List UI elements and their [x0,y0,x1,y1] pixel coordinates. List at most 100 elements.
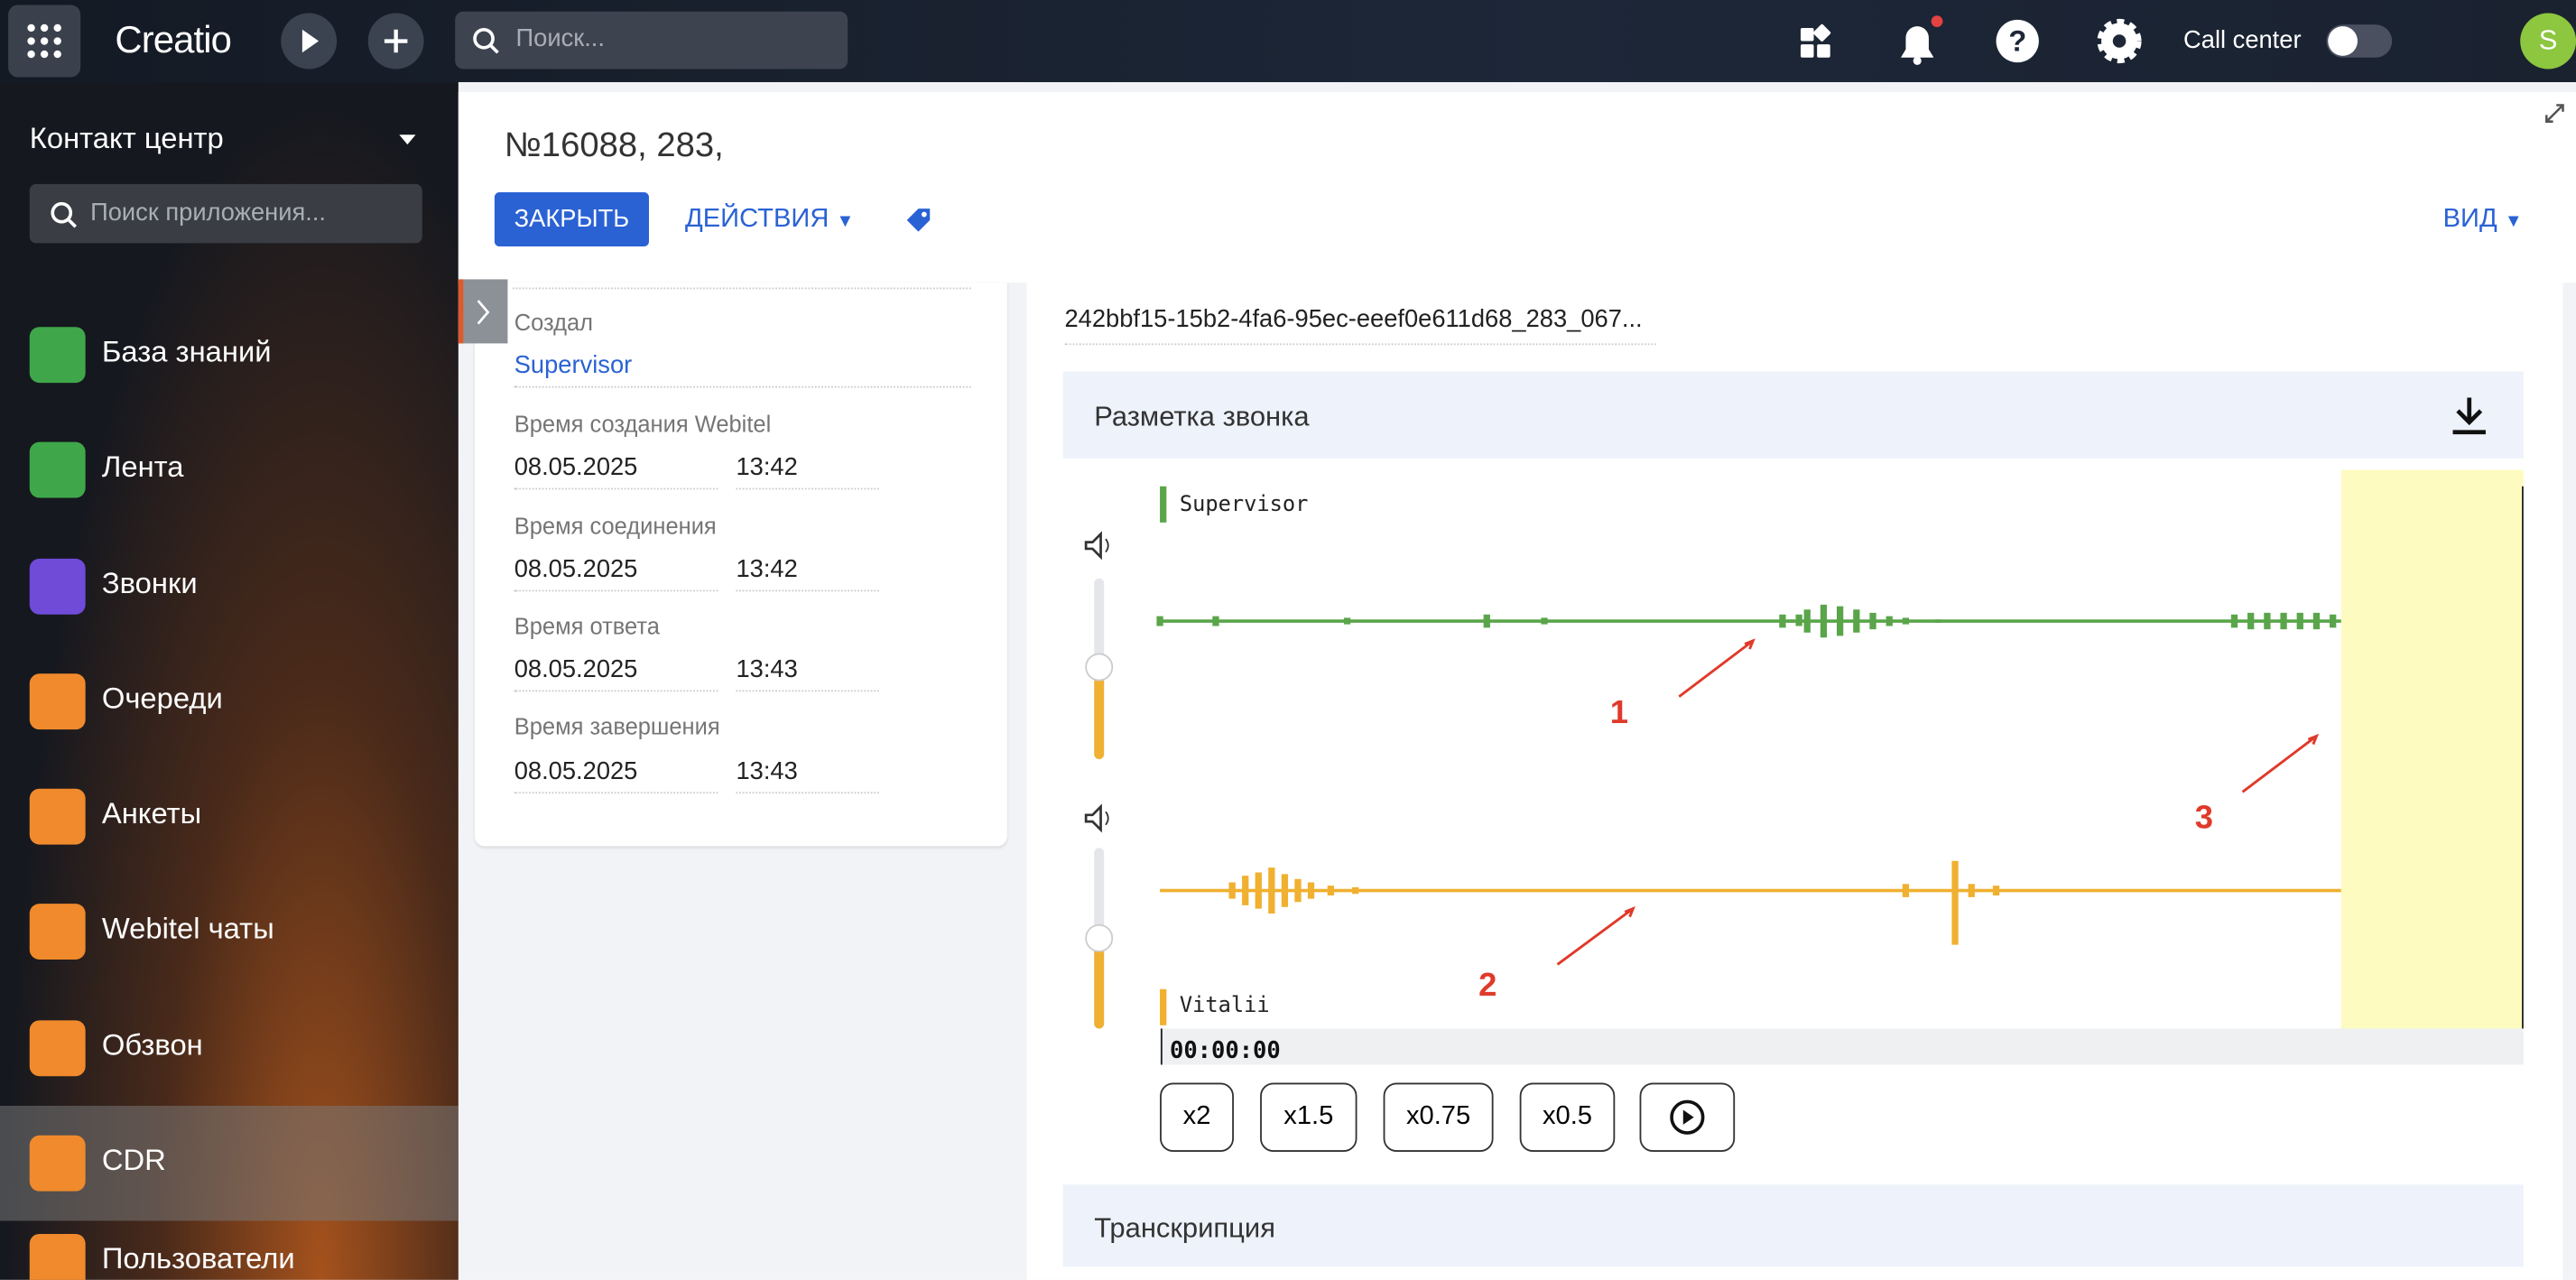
global-search[interactable]: Поиск... [455,11,848,70]
nav-item[interactable]: Звонки [0,529,459,644]
play-button[interactable] [1639,1082,1736,1152]
arrows [1556,638,2320,966]
nav-label: База знаний [101,335,272,368]
view-button[interactable]: ВИД ▼ [2443,206,2523,236]
nav-icon [29,441,86,498]
actions-label: ДЕЙСТВИЯ [685,205,829,234]
channel-marker [1160,988,1167,1025]
time-value[interactable]: 13:43 [736,651,879,692]
nav-item-active[interactable]: CDR [0,1105,459,1221]
nav-item[interactable]: Пользователи [0,1204,459,1280]
workspace-name[interactable]: Контакт центр [29,121,224,155]
grid-icon [27,23,61,59]
nav-icon [29,788,86,845]
nav-label: Обзвон [101,1028,203,1062]
waveform-peaks [1228,860,2000,945]
search-icon [51,201,78,228]
nav-label: Звонки [101,566,198,600]
nav-icon [29,1233,86,1280]
close-button[interactable]: ЗАКРЫТЬ [494,191,649,247]
annotation: 2 [1478,968,1497,1005]
waveform-player [1084,469,2524,1065]
tag-button[interactable] [902,204,934,237]
date-value[interactable]: 08.05.2025 [514,551,718,592]
nav-item[interactable]: Webitel чаты [0,874,459,988]
date-value[interactable]: 08.05.2025 [514,753,718,794]
view-label: ВИД [2442,205,2497,234]
nav-item[interactable]: База знаний [0,297,459,412]
apps-icon[interactable] [1800,23,1831,58]
nav-icon [29,1135,86,1192]
notifications-icon[interactable] [1900,15,1943,65]
nav-icon [29,904,86,960]
field-label: Создал [514,309,594,336]
actions-button[interactable]: ДЕЙСТВИЯ ▼ [685,206,854,236]
avatar[interactable]: S [2520,13,2576,70]
field-label: Время соединения [514,512,717,540]
nav-icon [29,673,86,730]
nav-icon [29,327,86,384]
markup-header [1062,371,2524,459]
nav-icon [29,1020,86,1077]
download-button[interactable] [2448,394,2490,437]
field-link[interactable]: Supervisor [514,347,971,388]
date-value[interactable]: 08.05.2025 [514,449,718,490]
nav-label: Пользователи [101,1242,295,1275]
field-label: Время ответа [514,612,660,640]
collapse-tab[interactable] [458,279,508,344]
field-label: Время завершения [514,712,720,740]
time-value[interactable]: 13:42 [736,551,879,592]
help-icon[interactable]: ? [1996,19,2039,63]
date-value[interactable]: 08.05.2025 [514,651,718,692]
annotation: 3 [2194,800,2214,837]
nav-item[interactable]: Лента [0,413,459,527]
timeline [1160,1028,2524,1065]
speed-button[interactable]: x0.75 [1383,1082,1494,1152]
timestamp: 00:00:00 [1169,1038,1281,1065]
nav-item[interactable]: Очереди [0,645,459,759]
caret: ▼ [836,211,855,232]
call-center-label: Call center [2183,26,2302,55]
toggle-knob [2328,26,2358,56]
nav-label: Очереди [101,682,223,715]
record-title: №16088, 283, [504,126,724,165]
call-center-toggle[interactable] [2326,24,2393,58]
search-icon [473,27,499,54]
speed-button[interactable]: x0.5 [1519,1082,1616,1152]
app-menu-button[interactable] [8,5,81,78]
file-name: 242bbf15-15b2-4fa6-95ec-eeef0e611d68_283… [1064,306,1656,346]
channel-label: Vitalii [1179,994,1270,1019]
nav-item[interactable]: Анкеты [0,759,459,874]
svg-text:?: ? [2008,23,2026,57]
nav-label: CDR [101,1143,166,1177]
app-search[interactable]: Поиск приложения... [29,183,422,244]
logo[interactable]: Creatio [115,18,232,61]
markup-title: Разметка звонка [1094,401,1310,432]
channel-label: Supervisor [1179,493,1309,518]
search-placeholder: Поиск... [515,24,605,53]
volume-controls[interactable] [1084,531,1114,1029]
caret: ▼ [2504,211,2523,232]
nav-label: Webitel чаты [101,912,274,945]
details-card [475,283,1007,847]
speed-button[interactable]: x1.5 [1260,1082,1357,1152]
divider [512,287,971,290]
top-bar [0,0,2576,83]
expand-icon[interactable] [2544,102,2566,125]
time-value[interactable]: 13:43 [736,753,879,794]
field-label: Время создания Webitel [514,411,772,438]
time-value[interactable]: 13:42 [736,449,879,490]
channel-marker [1160,486,1167,523]
selection-region[interactable] [2340,469,2524,1029]
settings-icon[interactable] [2097,18,2142,64]
transcription-header [1062,1184,2524,1267]
nav-icon [29,558,86,615]
toolbar-icons: ? [1800,15,2142,65]
workspace-caret[interactable] [397,132,417,148]
transcription-title: Транскрипция [1094,1212,1275,1244]
speed-button[interactable]: x2 [1160,1082,1234,1152]
play-icon [1670,1099,1705,1135]
nav-item[interactable]: Обзвон [0,991,459,1106]
